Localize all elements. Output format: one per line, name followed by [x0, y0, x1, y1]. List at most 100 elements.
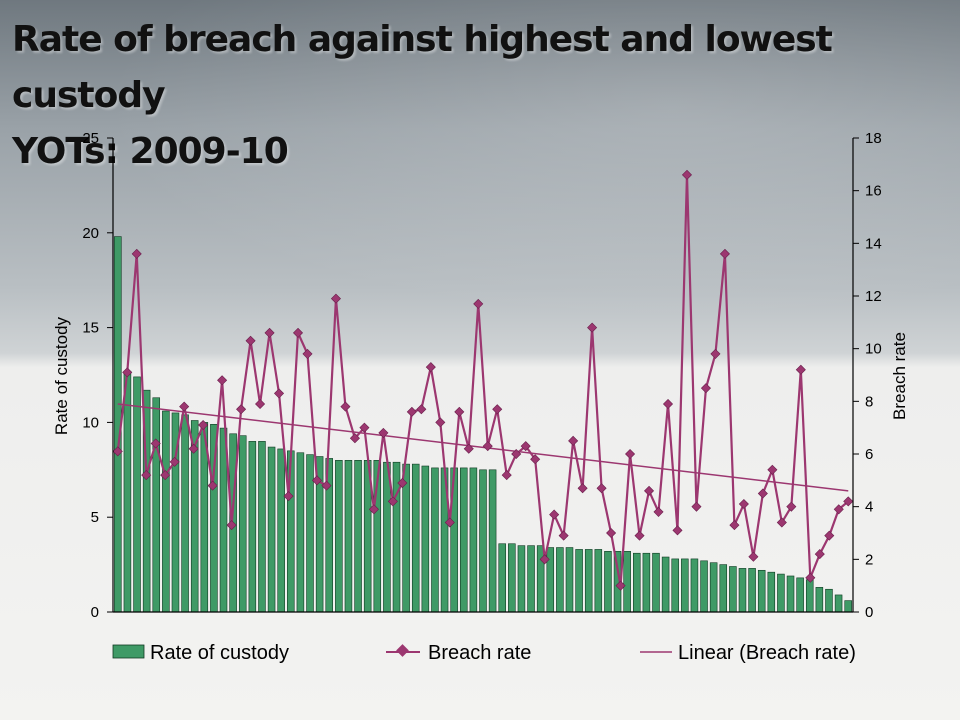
breach-point-17 [264, 327, 275, 338]
bar-46 [546, 547, 555, 613]
breach-point-59 [662, 398, 674, 409]
bar-37 [460, 467, 468, 613]
breach-point-18 [274, 388, 285, 399]
bar-29 [383, 461, 391, 613]
bar-59 [671, 558, 679, 613]
breach-point-25 [340, 401, 351, 412]
title-line-2: YOTs: 2009-10 [12, 131, 289, 172]
bar-50 [584, 549, 593, 613]
bar-30 [392, 461, 401, 613]
breach-point-56 [634, 530, 645, 541]
breach-point-67 [738, 499, 749, 510]
left-tick-label-15: 15 [82, 320, 99, 337]
bar-26 [354, 460, 362, 613]
bar-71 [786, 575, 795, 613]
bar-63 [709, 562, 718, 613]
legend-label-rate-of-custody: Rate of custody [150, 642, 289, 664]
bar-21 [306, 454, 314, 613]
bar-32 [411, 463, 420, 613]
breach-point-78 [843, 496, 854, 507]
bar-76 [834, 594, 843, 613]
bar-60 [681, 558, 689, 613]
breach-point-42 [501, 470, 512, 481]
breach-point-19 [283, 491, 294, 502]
breach-point-21 [302, 348, 313, 359]
left-tick-label-5: 5 [91, 509, 99, 526]
left-tick-label-10: 10 [82, 414, 99, 431]
breach-point-5 [150, 438, 161, 449]
breach-point-45 [530, 454, 541, 465]
right-tick-label-6: 6 [865, 446, 873, 463]
breach-point-22 [311, 475, 322, 486]
breach-point-12 [217, 375, 228, 386]
bar-61 [690, 558, 699, 613]
bar-67 [748, 568, 756, 613]
breach-point-13 [226, 520, 237, 531]
bar-38 [469, 467, 478, 613]
breach-point-43 [511, 448, 522, 460]
breach-point-15 [245, 335, 256, 346]
bar-75 [825, 588, 833, 613]
breach-point-41 [492, 404, 503, 415]
bar-64 [719, 564, 728, 613]
breach-point-48 [558, 530, 569, 541]
bar-48 [565, 547, 574, 613]
breach-point-77 [833, 504, 844, 515]
breach-point-68 [748, 551, 759, 562]
breach-point-69 [757, 488, 768, 499]
left-axis-ticks: 0 5 10 15 20 25 [82, 130, 113, 621]
bar-25 [344, 460, 353, 613]
breach-point-64 [710, 348, 721, 359]
breach-point-74 [805, 572, 816, 583]
bar-16 [258, 441, 266, 613]
breach-point-35 [435, 417, 446, 428]
bar-45 [536, 545, 545, 613]
title-line-1: Rate of breach against highest and lowes… [12, 19, 833, 116]
bar-8 [181, 414, 189, 613]
bar-66 [738, 568, 747, 613]
breach-point-30 [387, 496, 398, 507]
breach-point-33 [416, 404, 427, 415]
bar-20 [296, 452, 305, 613]
breach-point-29 [378, 427, 389, 438]
legend-label-trend: Linear (Breach rate) [678, 642, 856, 664]
bar-34 [431, 467, 439, 613]
bar-17 [267, 446, 276, 613]
right-tick-label-0: 0 [865, 604, 873, 621]
breach-rate-line [116, 174, 849, 586]
bar-55 [633, 552, 641, 613]
right-tick-label-16: 16 [865, 183, 882, 200]
bar-24 [335, 460, 343, 613]
right-tick-label-12: 12 [865, 288, 882, 305]
right-tick-label-2: 2 [865, 551, 873, 568]
left-tick-label-20: 20 [82, 225, 99, 242]
breach-point-51 [587, 322, 598, 333]
bar-74 [815, 587, 824, 613]
right-tick-label-14: 14 [865, 235, 882, 252]
breach-point-8 [179, 401, 190, 412]
breach-point-75 [814, 549, 825, 560]
bar-3 [133, 376, 141, 613]
breach-point-20 [292, 327, 304, 338]
breach-point-61 [681, 169, 692, 180]
breach-point-76 [824, 530, 835, 541]
bar-56 [642, 552, 651, 613]
breach-point-46 [539, 554, 550, 565]
bar-14 [238, 435, 247, 613]
breach-point-40 [482, 441, 493, 452]
breach-point-11 [207, 480, 218, 491]
bar-42 [508, 543, 516, 613]
right-tick-label-4: 4 [865, 499, 873, 516]
breach-point-7 [169, 456, 180, 467]
right-axis-ticks: 0 2 4 6 8 10 12 14 16 18 [853, 130, 882, 621]
bar-65 [729, 566, 737, 613]
bar-39 [479, 469, 487, 613]
breach-point-4 [141, 470, 152, 481]
breach-point-39 [473, 298, 484, 309]
line-series-breach-rate [112, 169, 854, 591]
bar-52 [604, 551, 612, 613]
right-axis-title: Breach rate [890, 332, 909, 420]
breach-point-38 [463, 443, 474, 454]
bar-58 [661, 556, 670, 613]
